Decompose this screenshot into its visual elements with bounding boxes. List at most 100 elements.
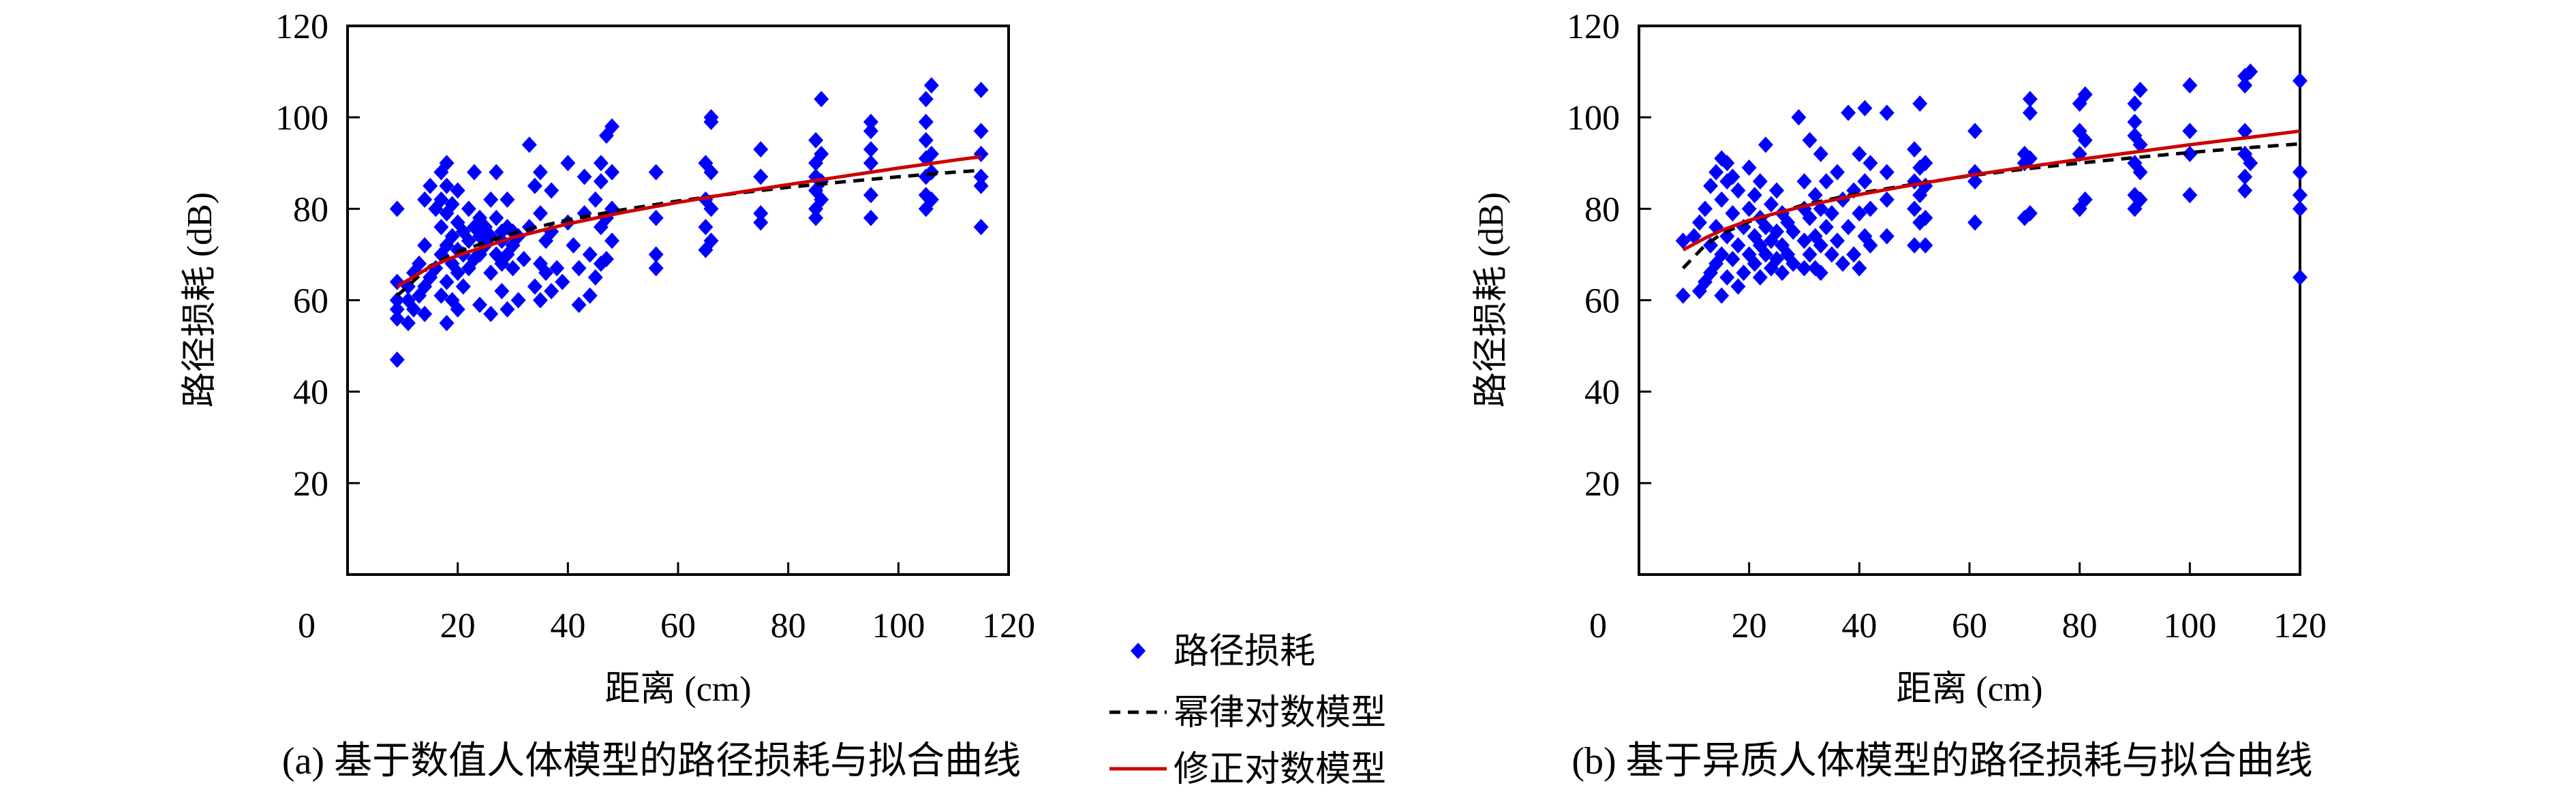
modified-fit-line-b — [1682, 129, 2301, 251]
y-tick-label: 120 — [1567, 7, 1620, 46]
x-tick-label: 80 — [2062, 607, 2098, 645]
scatter-point — [1796, 173, 1812, 190]
scatter-point — [604, 232, 619, 249]
scatter-point — [1830, 232, 1845, 249]
scatter-point — [555, 273, 570, 290]
scatter-point — [1736, 264, 1751, 281]
scatter-point — [648, 164, 664, 181]
scatter-point — [1719, 269, 1735, 286]
scatter-point — [1841, 104, 1856, 121]
x-tick-label: 0 — [298, 607, 316, 645]
scatter-point — [1698, 200, 1713, 217]
scatter-point — [2293, 164, 2307, 181]
scatter-points-b — [1675, 63, 2307, 304]
scatter-point — [455, 278, 471, 295]
scatter-point — [1752, 269, 1768, 286]
scatter-point — [1918, 237, 1933, 254]
scatter-point — [1769, 182, 1785, 199]
scatter-point — [1835, 255, 1851, 272]
scatter-point — [500, 301, 515, 318]
scatter-point — [2127, 95, 2143, 112]
scatter-point — [973, 145, 989, 162]
scatter-point — [918, 132, 934, 149]
scatter-point — [2182, 187, 2198, 204]
scatter-point — [1818, 173, 1834, 190]
modified-fit-line-a — [396, 155, 981, 288]
scatter-point — [648, 246, 664, 263]
scatter-point — [1846, 246, 1862, 263]
scatter-point — [1857, 100, 1873, 117]
scatter-point — [461, 200, 476, 217]
scatter-point — [1741, 159, 1757, 176]
x-tick-label: 40 — [550, 607, 585, 645]
scatter-point — [544, 182, 559, 199]
scatter-point — [1758, 136, 1773, 153]
scatter-point — [1879, 104, 1895, 121]
scatter-point — [544, 283, 559, 300]
scatter-point — [1764, 196, 1779, 213]
x-tick-label: 100 — [2163, 607, 2216, 645]
scatter-point — [1818, 219, 1834, 236]
scatter-point — [1967, 123, 1983, 140]
y-tick-label: 100 — [275, 99, 328, 138]
scatter-point — [433, 219, 449, 236]
y-tick-label: 60 — [1584, 282, 1620, 321]
legend-item-power: 幂律对数模型 — [1109, 694, 1386, 733]
scatter-point — [973, 168, 989, 185]
scatter-point — [500, 191, 515, 208]
y-ticks-b: 20 40 60 80 100 120 — [1567, 7, 1651, 504]
scatter-point — [516, 251, 532, 268]
scatter-point — [1857, 173, 1873, 190]
scatter-point — [1691, 214, 1707, 231]
x-tick-label: 120 — [982, 607, 1035, 645]
x-tick-label: 20 — [1732, 607, 1767, 645]
scatter-point — [1879, 191, 1895, 208]
scatter-point — [1912, 95, 1928, 112]
y-tick-label: 100 — [1567, 99, 1620, 138]
legend-label-modified: 修正对数模型 — [1174, 750, 1386, 789]
legend-label-power: 幂律对数模型 — [1174, 694, 1386, 733]
scatter-point — [582, 246, 598, 263]
scatter-point — [1852, 145, 1867, 162]
scatter-point — [2182, 77, 2198, 94]
scatter-point — [439, 315, 455, 332]
scatter-point — [2293, 269, 2307, 286]
y-tick-label: 40 — [1584, 373, 1620, 412]
scatter-point — [1907, 200, 1922, 217]
caption-a: (a) 基于数值人体模型的路径损耗与拟合曲线 — [282, 740, 1021, 782]
scatter-point — [863, 209, 878, 226]
panel-b: 20 40 60 80 100 120 0 20 40 60 80 100 120 路径损耗 (dB)… — [1472, 7, 2327, 782]
y-tick-label: 120 — [275, 7, 328, 46]
scatter-point — [483, 264, 499, 281]
scatter-point — [571, 296, 587, 314]
scatter-point — [587, 269, 603, 286]
scatter-point — [2293, 72, 2307, 89]
scatter-point — [918, 113, 934, 130]
x-tick-label: 40 — [1841, 607, 1877, 645]
scatter-point — [1841, 219, 1856, 236]
legend: 路径损耗 幂律对数模型 修正对数模型 — [1109, 632, 1386, 789]
scatter-point — [483, 191, 499, 208]
legend-label-scatter: 路径损耗 — [1174, 632, 1315, 671]
scatter-point — [1852, 260, 1867, 277]
legend-item-modified: 修正对数模型 — [1109, 750, 1386, 789]
scatter-point — [1730, 237, 1746, 254]
scatter-point — [2127, 113, 2143, 130]
scatter-point — [973, 219, 989, 236]
x-tick-label: 100 — [872, 607, 925, 645]
y-axis-label-b: 路径损耗 (dB) — [1472, 192, 1511, 408]
scatter-point — [863, 187, 878, 204]
scatter-point — [1967, 214, 1983, 231]
scatter-point — [466, 164, 482, 181]
scatter-point — [1802, 246, 1818, 263]
scatter-point — [1907, 141, 1922, 158]
x-tick-label: 60 — [1952, 607, 1987, 645]
scatter-point — [472, 296, 487, 314]
scatter-point — [593, 155, 609, 172]
scatter-point — [582, 287, 598, 304]
scatter-point — [489, 164, 504, 181]
scatter-point — [1813, 145, 1828, 162]
scatter-point — [1747, 187, 1762, 204]
scatter-point — [1802, 132, 1818, 149]
